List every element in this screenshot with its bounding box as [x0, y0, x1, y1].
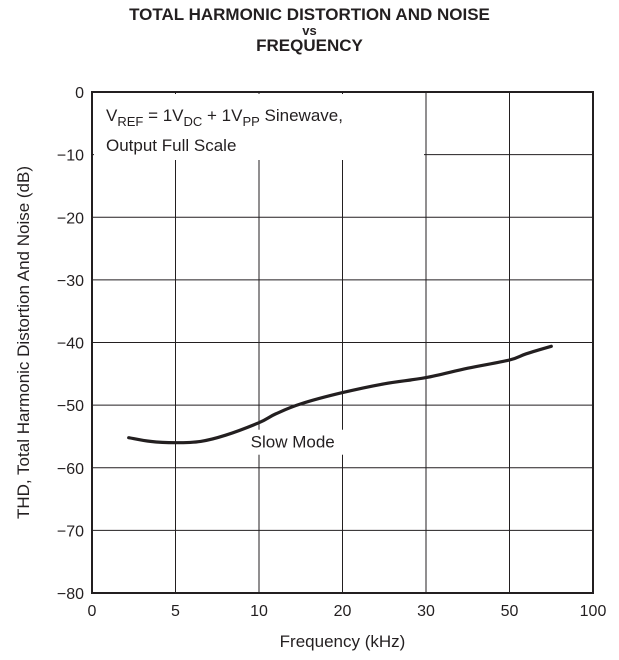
y-tick-label: −70 [57, 523, 84, 540]
x-tick-label: 30 [417, 603, 435, 620]
y-tick-labels: 0 −10 −20 −30 −40 −50 −60 −70 −80 [57, 85, 84, 603]
x-tick-label: 50 [501, 603, 519, 620]
chart-title-line1: TOTAL HARMONIC DISTORTION AND NOISE [129, 5, 490, 24]
y-tick-label: −40 [57, 336, 84, 353]
x-tick-label: 5 [171, 603, 180, 620]
annotation-mid2: + 1V [202, 106, 243, 125]
grid [92, 92, 593, 593]
x-axis-label: Frequency (kHz) [280, 632, 406, 651]
series-label-background [246, 429, 359, 455]
annotation-end: Sinewave, [260, 106, 343, 125]
y-axis-label: THD, Total Harmonic Distortion And Noise… [14, 166, 33, 519]
x-tick-label: 10 [250, 603, 268, 620]
series-label-slow-mode: Slow Mode [251, 433, 335, 452]
annotation-background [94, 94, 424, 160]
y-tick-label: −20 [57, 210, 84, 227]
y-tick-label: 0 [75, 85, 84, 102]
plot-frame [91, 91, 594, 594]
plot-border [91, 91, 594, 594]
x-tick-label: 20 [334, 603, 352, 620]
annotation-line2: Output Full Scale [106, 136, 236, 155]
annotation-v: V [106, 106, 118, 125]
annotation-mid: = 1V [143, 106, 184, 125]
annotation-box: VREF = 1VDC + 1VPP Sinewave, Output Full… [94, 94, 424, 160]
series-layer [127, 344, 553, 455]
y-tick-label: −50 [57, 398, 84, 415]
chart-title-line2: vs [302, 22, 317, 38]
annotation-line1: VREF = 1VDC + 1VPP Sinewave, [106, 106, 343, 129]
y-tick-label: −60 [57, 461, 84, 478]
y-tick-label: −10 [57, 148, 84, 165]
y-tick-label: −30 [57, 273, 84, 290]
x-tick-label: 100 [580, 603, 607, 620]
series-line-slow-mode [127, 344, 553, 445]
chart-title: TOTAL HARMONIC DISTORTION AND NOISE vs F… [0, 6, 619, 55]
x-tick-labels: 0 5 10 20 30 50 100 [88, 603, 607, 620]
annotation-sub-ref: REF [117, 114, 143, 129]
chart-title-line3: FREQUENCY [256, 36, 363, 56]
annotation-sub-pp: PP [242, 114, 259, 129]
annotation-sub-dc: DC [184, 114, 203, 129]
y-tick-label: −80 [57, 586, 84, 603]
x-tick-label: 0 [88, 603, 97, 620]
